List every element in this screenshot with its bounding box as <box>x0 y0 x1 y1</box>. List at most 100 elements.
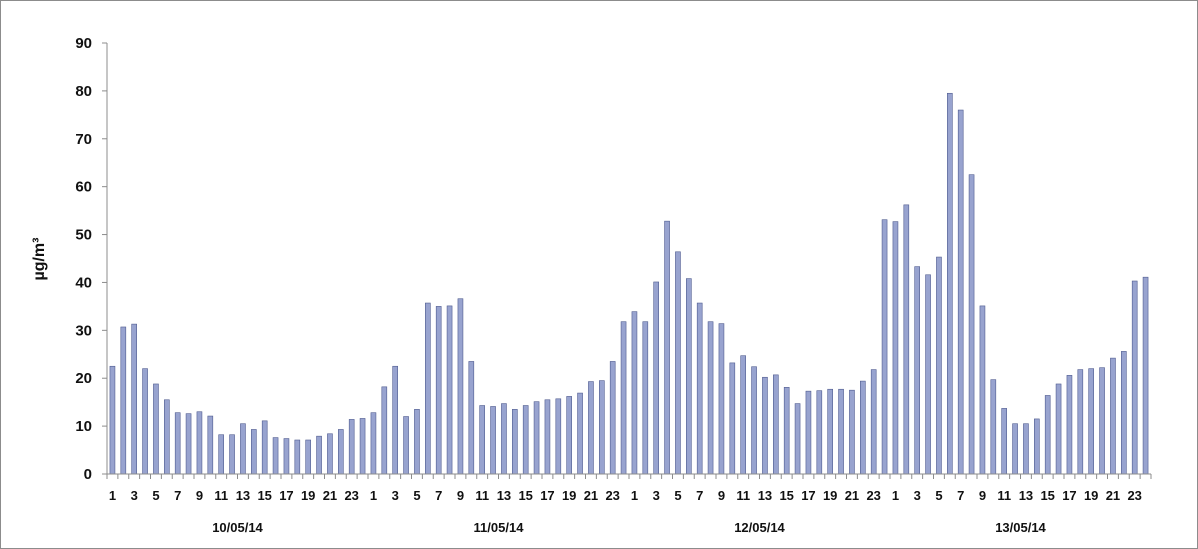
x-tick-label: 5 <box>413 488 420 503</box>
y-tick-label: 30 <box>75 322 92 339</box>
y-tick-label: 50 <box>75 227 92 244</box>
x-tick-label: 7 <box>696 488 703 503</box>
bar <box>435 306 442 475</box>
bar <box>1001 408 1007 475</box>
bar <box>1131 280 1138 475</box>
bar <box>240 423 246 475</box>
bar <box>718 323 725 475</box>
bar <box>707 321 714 475</box>
bar <box>1099 367 1105 475</box>
bar <box>609 361 616 475</box>
date-group-label: 12/05/14 <box>734 520 785 535</box>
bar <box>109 365 116 475</box>
x-tick-label: 21 <box>845 488 859 503</box>
x-tick-label: 17 <box>540 488 554 503</box>
bar <box>588 381 594 475</box>
x-tick-label: 1 <box>109 488 116 503</box>
bar <box>522 405 529 475</box>
bar <box>174 412 181 475</box>
x-tick-label: 13 <box>497 488 511 503</box>
y-tick-label: 0 <box>84 466 92 483</box>
bar <box>979 305 986 475</box>
bars-layer <box>109 92 1149 475</box>
bar <box>533 401 540 475</box>
bar <box>620 321 627 475</box>
bar <box>762 376 768 475</box>
x-tick-label: 1 <box>370 488 377 503</box>
bar <box>925 274 931 475</box>
bar <box>675 251 681 475</box>
bar <box>1055 383 1062 475</box>
bar <box>577 392 583 475</box>
bar <box>957 109 964 475</box>
bar <box>338 429 344 475</box>
x-tick-label: 15 <box>518 488 532 503</box>
y-tick-label: 60 <box>75 179 92 196</box>
x-tick-label: 11 <box>736 488 750 503</box>
x-tick-label: 9 <box>718 488 725 503</box>
bar <box>316 435 322 475</box>
y-tick-label: 70 <box>75 131 92 148</box>
bar <box>207 415 214 475</box>
x-tick-label: 13 <box>1019 488 1033 503</box>
x-tick-label: 23 <box>605 488 619 503</box>
x-tick-label: 19 <box>823 488 837 503</box>
date-group-label: 10/05/14 <box>212 520 263 535</box>
x-tick-label: 17 <box>1062 488 1076 503</box>
bar <box>1023 423 1029 475</box>
x-tick-label: 9 <box>979 488 986 503</box>
bar <box>131 323 137 475</box>
x-tick-label: 19 <box>301 488 315 503</box>
x-tick-label: 17 <box>801 488 815 503</box>
y-tick-label: 80 <box>75 83 92 100</box>
bar <box>512 409 518 475</box>
bar <box>1012 423 1018 475</box>
bar <box>425 302 431 475</box>
x-tick-label: 1 <box>631 488 638 503</box>
y-tick-label: 40 <box>75 274 92 291</box>
bar <box>468 361 475 475</box>
bar <box>881 219 888 475</box>
x-tick-label: 3 <box>653 488 660 503</box>
bar <box>936 256 942 475</box>
date-group-label: 13/05/14 <box>995 520 1046 535</box>
bar <box>283 438 290 475</box>
bar <box>631 311 638 475</box>
bar <box>251 429 257 475</box>
x-tick-label: 3 <box>131 488 138 503</box>
bar <box>664 220 670 475</box>
x-tick-label: 11 <box>475 488 489 503</box>
bar <box>457 298 464 475</box>
bar <box>653 281 659 475</box>
bar <box>805 390 812 475</box>
x-tick-label: 21 <box>584 488 598 503</box>
bar <box>947 92 953 475</box>
x-tick-label: 21 <box>323 488 337 503</box>
bar <box>479 405 485 475</box>
bar <box>142 368 148 475</box>
x-tick-label: 9 <box>457 488 464 503</box>
y-tick-label: 20 <box>75 370 92 387</box>
bar <box>696 302 703 475</box>
x-tick-label: 11 <box>997 488 1011 503</box>
x-tick-label: 21 <box>1106 488 1120 503</box>
bar <box>294 439 301 475</box>
bar <box>381 386 388 475</box>
bar <box>544 399 551 475</box>
bar <box>1142 276 1149 475</box>
x-tick-label: 17 <box>279 488 293 503</box>
bar <box>153 383 159 475</box>
bar <box>392 365 398 475</box>
bar <box>1077 369 1084 475</box>
bar <box>773 374 779 475</box>
x-tick-label: 19 <box>1084 488 1098 503</box>
bar <box>860 380 866 475</box>
bar <box>783 387 790 475</box>
x-tick-label: 11 <box>214 488 228 503</box>
bar <box>794 403 801 475</box>
bar <box>272 437 279 475</box>
bar <box>185 413 192 475</box>
bar <box>1066 375 1073 475</box>
bar <box>327 433 333 475</box>
